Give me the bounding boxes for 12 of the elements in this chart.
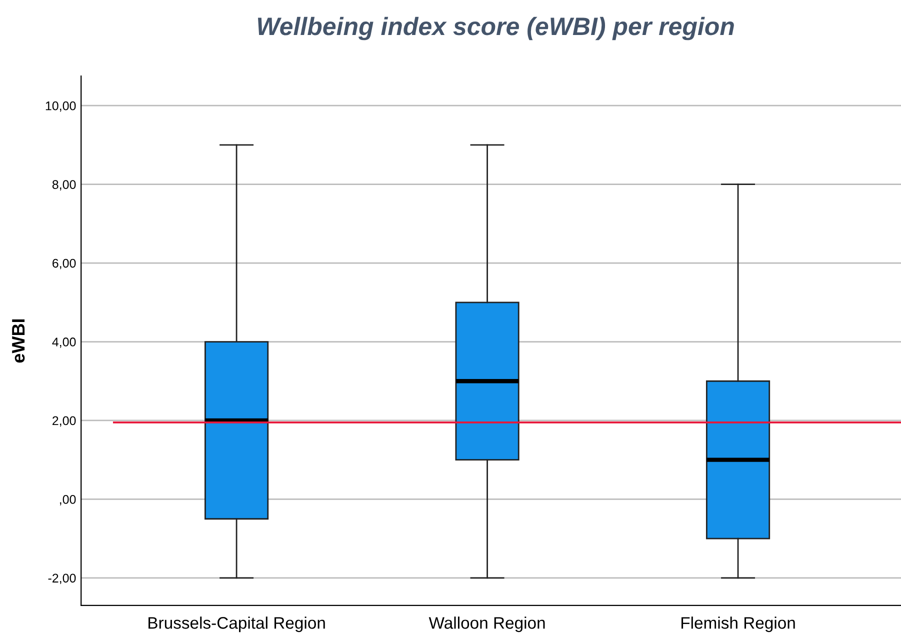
y-axis-title: eWBI — [12, 319, 25, 363]
y-tick-label: 4,00 — [52, 338, 76, 348]
x-tick-label: Brussels-Capital Region — [148, 616, 325, 632]
y-tick-label: 10,00 — [46, 101, 76, 112]
y-tick-label: ,00 — [60, 495, 76, 506]
y-tick-label: 6,00 — [52, 258, 76, 270]
x-tick-label: Walloon Region — [428, 616, 545, 632]
y-tick-label: -2,00 — [48, 574, 76, 584]
x-tick-label: Flemish Region — [682, 616, 795, 632]
chart-title: Wellbeing index score (eWBI) per region — [258, 16, 734, 40]
y-tick-label: 2,00 — [52, 416, 76, 427]
y-tick-label: 8,00 — [52, 180, 76, 190]
